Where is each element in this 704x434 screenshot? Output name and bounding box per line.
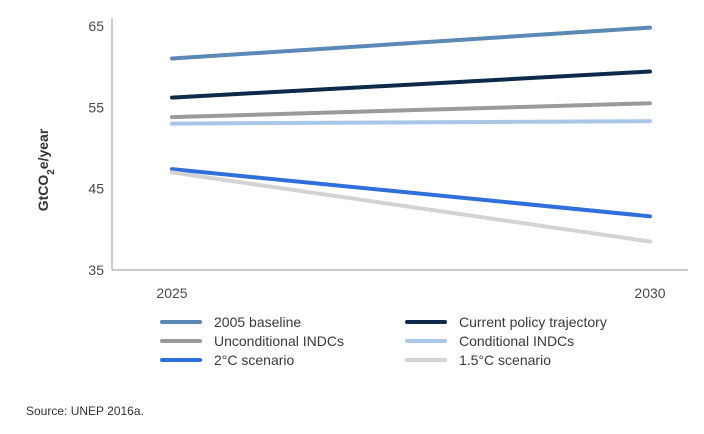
legend-label: 1.5°C scenario xyxy=(459,352,551,368)
series-line-2 xyxy=(170,101,652,120)
series-lines xyxy=(170,25,652,244)
series-line-0 xyxy=(170,25,652,61)
legend-swatch xyxy=(160,358,202,362)
y-tick-label: 55 xyxy=(88,99,104,115)
legend-item: 1.5°C scenario xyxy=(405,352,680,368)
y-tick-label: 65 xyxy=(88,18,104,34)
y-tick-label: 45 xyxy=(88,181,104,197)
legend-label: 2°C scenario xyxy=(214,352,295,368)
y-tick-labels: 35 45 55 65 xyxy=(88,18,104,278)
legend-label: Unconditional INDCs xyxy=(214,333,344,349)
legend-item: Unconditional INDCs xyxy=(160,333,405,349)
legend-label: Current policy trajectory xyxy=(459,314,607,330)
legend-label: 2005 baseline xyxy=(214,314,302,330)
line-chart: 35 45 55 65 2025 2030 GtCO2e/year xyxy=(35,18,688,301)
legend-item: Current policy trajectory xyxy=(405,314,680,330)
series-line-1 xyxy=(170,69,652,100)
legend: 2005 baseline Current policy trajectory Un… xyxy=(160,314,680,368)
legend-label: Conditional INDCs xyxy=(459,333,575,349)
series-line-4 xyxy=(170,167,652,219)
x-tick-label: 2030 xyxy=(634,285,665,301)
legend-swatch xyxy=(405,339,447,343)
x-tick-labels: 2025 2030 xyxy=(156,285,665,301)
y-tick-label: 35 xyxy=(88,262,104,278)
y-axis-label: GtCO2e/year xyxy=(35,128,57,211)
x-tick-label: 2025 xyxy=(156,285,187,301)
y-axis-label-subscript: 2 xyxy=(46,169,57,175)
legend-swatch xyxy=(160,339,202,343)
legend-item: 2°C scenario xyxy=(160,352,405,368)
legend-item: 2005 baseline xyxy=(160,314,405,330)
legend-item: Conditional INDCs xyxy=(405,333,680,349)
source-note: Source: UNEP 2016a. xyxy=(26,404,144,418)
legend-swatch xyxy=(405,320,447,324)
y-axis-label-main: GtCO xyxy=(35,175,51,212)
axes xyxy=(111,18,688,271)
y-axis-label-rest: e/year xyxy=(35,128,51,169)
series-line-3 xyxy=(170,119,652,126)
legend-swatch xyxy=(405,358,447,362)
legend-swatch xyxy=(160,320,202,324)
series-line-5 xyxy=(170,170,652,244)
